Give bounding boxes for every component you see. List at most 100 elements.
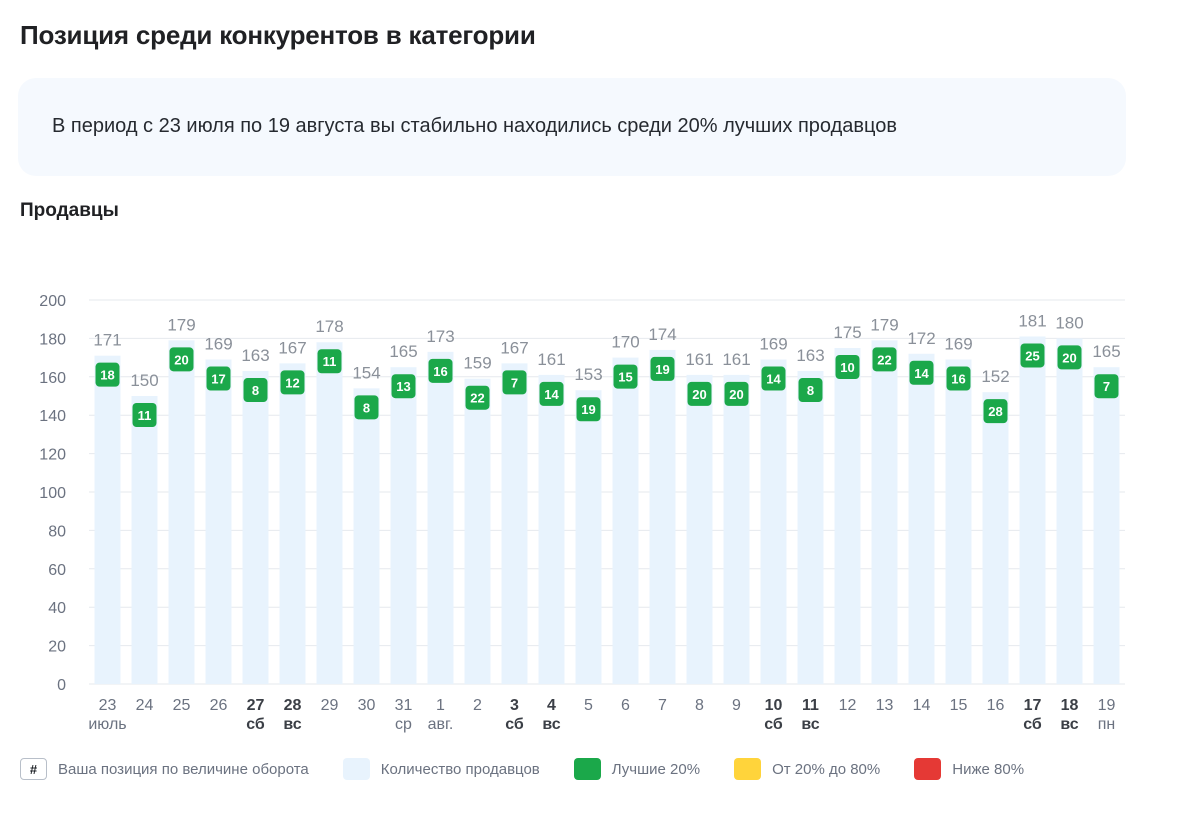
- x-tick-label: 30: [358, 697, 376, 714]
- y-tick-label: 100: [39, 485, 66, 502]
- bar-value-label: 167: [278, 338, 306, 357]
- x-tick-label: 8: [695, 697, 704, 714]
- top-swatch: [573, 758, 601, 780]
- y-tick-label: 60: [48, 562, 66, 579]
- x-tick-label: 31: [395, 697, 413, 714]
- x-tick-label: 11: [802, 697, 819, 714]
- position-badge-label: 11: [323, 354, 337, 369]
- bar: [205, 359, 232, 684]
- position-badge: [761, 366, 786, 391]
- x-tick-label: 1: [436, 697, 445, 714]
- position-badge-label: 20: [729, 387, 743, 402]
- position-badge: [502, 370, 527, 395]
- position-badge: [169, 347, 194, 372]
- mid-swatch: [734, 758, 762, 780]
- position-badge: [317, 349, 342, 374]
- x-tick-label: 14: [913, 697, 931, 714]
- bar: [649, 349, 676, 684]
- bar-value-label: 173: [426, 327, 454, 346]
- bar: [871, 340, 898, 684]
- position-badge-label: 20: [1062, 350, 1076, 365]
- x-tick-label: 6: [621, 697, 630, 714]
- x-tick-label: 2: [473, 697, 482, 714]
- y-tick-label: 20: [48, 639, 66, 656]
- position-badge: [687, 381, 712, 406]
- legend-label-top: Лучшие 20%: [611, 760, 701, 778]
- position-badge: [95, 362, 120, 387]
- x-tick-sublabel: вс: [283, 716, 301, 733]
- position-badge-label: 20: [692, 387, 706, 402]
- bar: [575, 390, 602, 684]
- position-badge-label: 8: [252, 383, 259, 398]
- legend-item-top: Лучшие 20%: [573, 758, 701, 780]
- count-swatch: [342, 758, 370, 780]
- position-badge-label: 28: [988, 404, 1002, 419]
- y-tick-label: 180: [39, 331, 66, 348]
- position-badge: [354, 395, 379, 420]
- position-badge-label: 13: [396, 379, 410, 394]
- position-badge: [243, 378, 268, 403]
- position-badge: [983, 399, 1008, 424]
- x-tick-label: 9: [732, 697, 741, 714]
- bar-value-label: 181: [1018, 311, 1046, 330]
- position-badge-label: 16: [433, 364, 447, 379]
- position-badge: [428, 358, 453, 383]
- position-badge-label: 15: [618, 370, 632, 385]
- position-badge-label: 18: [100, 368, 114, 383]
- position-badge: [280, 370, 305, 395]
- bar: [834, 348, 861, 684]
- position-badge-label: 16: [951, 372, 965, 387]
- bar: [501, 363, 528, 684]
- bar: [723, 374, 750, 684]
- position-badge-label: 19: [581, 402, 595, 417]
- y-tick-label: 160: [39, 370, 66, 387]
- low-swatch: [914, 758, 942, 780]
- bar-value-label: 153: [574, 365, 602, 384]
- x-tick-sublabel: сб: [764, 716, 783, 733]
- legend-label-mid: От 20% до 80%: [772, 760, 881, 778]
- bar: [131, 396, 158, 684]
- bar: [797, 371, 824, 684]
- position-badge-label: 14: [544, 387, 559, 402]
- position-badge-label: 20: [174, 352, 188, 367]
- bar: [353, 388, 380, 684]
- legend-item-count: Количество продавцов: [342, 758, 540, 780]
- x-tick-sublabel: вс: [542, 716, 560, 733]
- bar: [427, 351, 454, 684]
- section-title: Продавцы: [20, 200, 119, 221]
- x-tick-label: 10: [765, 697, 783, 714]
- bar-value-label: 175: [833, 323, 861, 342]
- x-tick-label: 27: [247, 697, 265, 714]
- x-tick-sublabel: авг.: [428, 716, 454, 733]
- x-tick-sublabel: сб: [246, 716, 265, 733]
- chart-legend: # Ваша позиция по величине оборота Колич…: [20, 758, 1058, 780]
- bar: [464, 378, 491, 684]
- position-badge: [1020, 343, 1045, 368]
- bar-value-label: 150: [130, 371, 158, 390]
- legend-label-position: Ваша позиция по величине оборота: [58, 760, 309, 778]
- x-tick-sublabel: июль: [88, 716, 126, 733]
- x-tick-sublabel: вс: [801, 716, 819, 733]
- position-badge: [872, 347, 897, 372]
- position-badge: [798, 378, 823, 403]
- bar: [94, 355, 121, 684]
- legend-label-low: Ниже 80%: [952, 760, 1025, 778]
- position-badge: [465, 385, 490, 410]
- position-badge-label: 8: [807, 383, 814, 398]
- bar-value-label: 154: [352, 363, 380, 382]
- bar: [612, 357, 639, 684]
- sellers-bar-chart: 0204060801001201401601802001711823июль15…: [39, 293, 1125, 733]
- position-marker-swatch: #: [20, 758, 47, 780]
- bar-value-label: 172: [907, 329, 935, 348]
- bar-value-label: 152: [981, 367, 1009, 386]
- position-badge: [613, 364, 638, 389]
- bar-value-label: 159: [463, 354, 491, 373]
- x-tick-label: 17: [1024, 697, 1042, 714]
- summary-text: В период с 23 июля по 19 августа вы стаб…: [52, 115, 897, 137]
- position-badge-label: 14: [766, 372, 781, 387]
- position-badge: [576, 397, 601, 422]
- x-tick-sublabel: вс: [1060, 716, 1078, 733]
- summary-box: В период с 23 июля по 19 августа вы стаб…: [18, 78, 1126, 176]
- x-tick-label: 16: [987, 697, 1005, 714]
- bar-value-label: 170: [611, 333, 639, 352]
